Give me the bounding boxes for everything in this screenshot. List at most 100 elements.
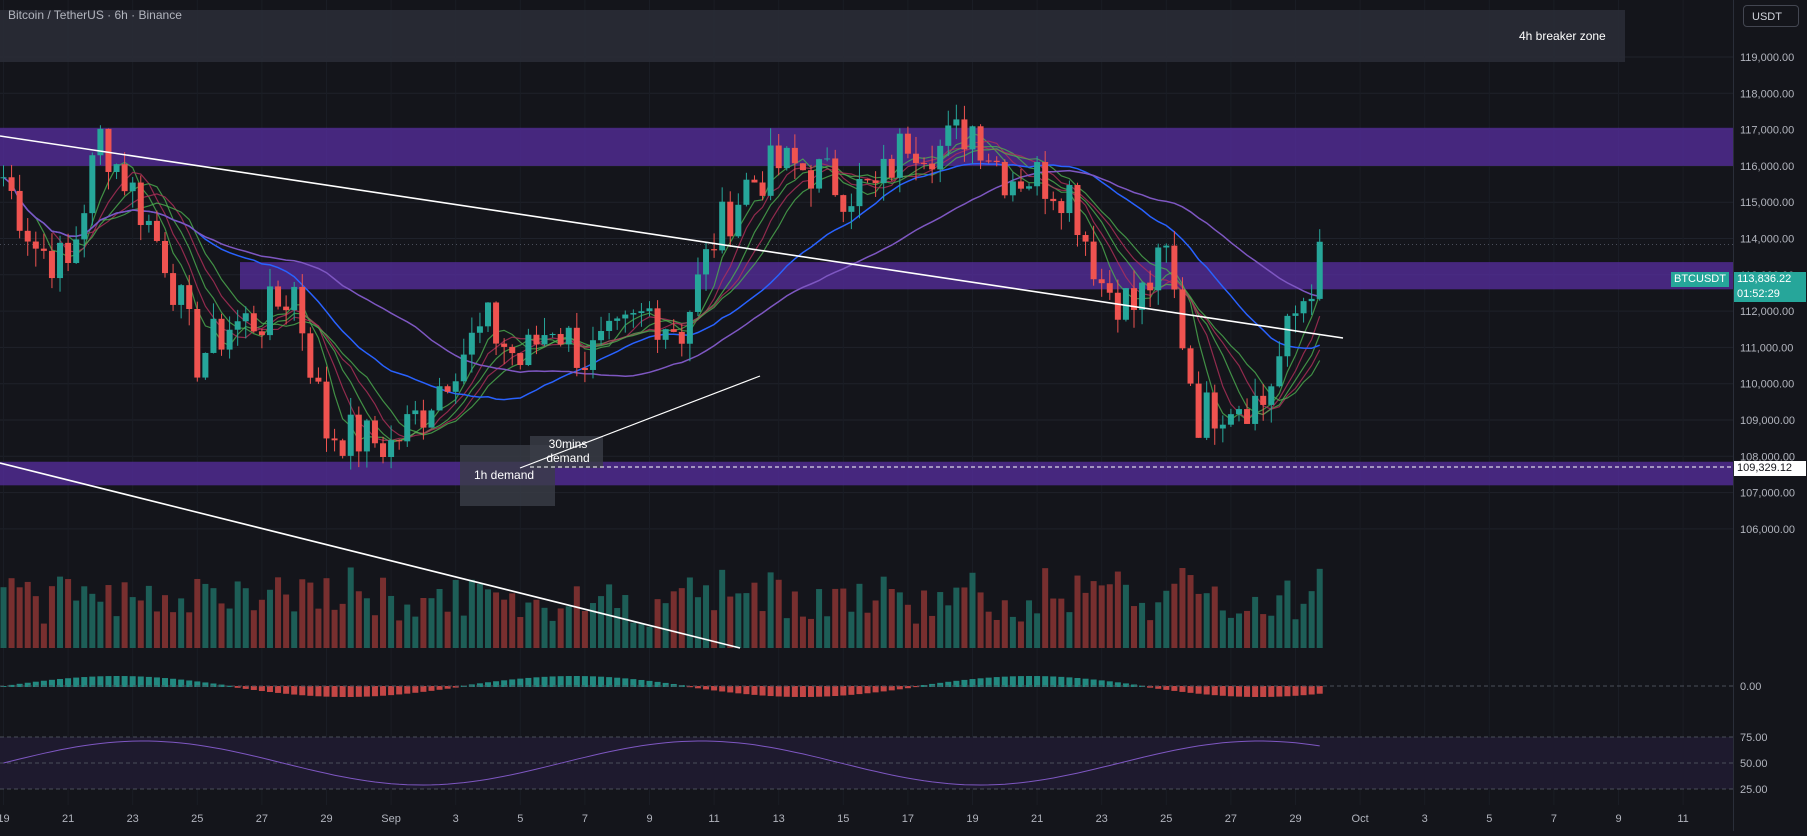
volume-bar (1268, 615, 1275, 648)
volume-bar (775, 579, 782, 648)
currency-selector[interactable]: USDT (1743, 5, 1799, 27)
candle-body (767, 145, 774, 196)
volume-bar (363, 598, 370, 648)
macd-bar (1219, 686, 1226, 696)
volume-bar (129, 597, 136, 648)
candle-body (299, 286, 306, 334)
macd-bar (1009, 676, 1016, 687)
macd-bar (622, 678, 629, 687)
ribbon-line (3, 145, 1321, 442)
time-axis: 19 21 23 25 27 29 Sep 3 5 7 9 11 13 15 17 19 21 23 25 27 29 O… (0, 813, 1689, 825)
macd-bar (880, 686, 887, 692)
candle-body (565, 327, 572, 345)
price-tick-label: 118,000.00 (1740, 88, 1794, 100)
candle-body (816, 159, 823, 189)
macd-bar (1058, 676, 1065, 687)
time-tick-label: 11 (708, 813, 719, 825)
volume-bar (622, 595, 629, 648)
volume-bar (1292, 619, 1299, 648)
macd-bar (65, 678, 72, 687)
macd-bar (1163, 686, 1170, 690)
trendline-upper (0, 135, 1344, 339)
macd-bar (783, 686, 790, 697)
volume-bar (1122, 584, 1129, 648)
macd-bar (662, 682, 669, 687)
candle-body (178, 285, 185, 305)
rsi-tick-label: 50.00 (1740, 758, 1768, 770)
macd-bar (1260, 686, 1267, 697)
candle-body (1017, 181, 1024, 189)
volume-bar (218, 603, 225, 648)
macd-bar (129, 676, 136, 687)
volume-bar (57, 576, 64, 648)
volume-bar (824, 616, 831, 648)
macd-bar (32, 681, 39, 687)
candle-body (678, 331, 685, 344)
volume-bar (541, 607, 548, 648)
candle-body (186, 285, 193, 310)
candle-body (1252, 395, 1259, 424)
candle-body (1042, 162, 1049, 199)
price-axis[interactable]: 119,000.00 118,000.00 117,000.00 116,000.00… (1733, 0, 1807, 831)
candle-body (848, 206, 855, 212)
candle-body (1260, 395, 1267, 405)
macd-bar (824, 686, 831, 697)
macd-bar (1026, 676, 1033, 687)
macd-bar (856, 686, 863, 695)
candle-body (145, 220, 152, 226)
macd-bar (799, 686, 806, 697)
candle-body (581, 367, 588, 370)
volume-bar (1082, 592, 1089, 648)
volume-bar (234, 581, 241, 648)
macd-bar (8, 684, 15, 687)
volume-bar (670, 591, 677, 648)
candle-body (638, 311, 645, 314)
time-tick-label: 7 (582, 813, 588, 825)
macd-bar (218, 684, 225, 687)
volume-bar (226, 608, 233, 648)
time-tick-label: 23 (1096, 813, 1108, 825)
macd-bar (573, 676, 580, 687)
volume-bar (1171, 583, 1178, 648)
macd-bar (283, 686, 290, 694)
macd-bar (541, 676, 548, 687)
volume-bar (1139, 602, 1146, 648)
volume-bar (1001, 600, 1008, 648)
volume-bar (606, 584, 613, 648)
macd-bar (323, 686, 330, 697)
macd-bar (1034, 676, 1041, 687)
macd-bar (606, 677, 613, 687)
rsi-tick-label: 75.00 (1740, 732, 1768, 744)
macd-bar (1308, 686, 1315, 695)
volume-bar (436, 588, 443, 648)
price-tick-label: 119,000.00 (1740, 52, 1794, 64)
volume-bar (291, 611, 298, 648)
volume-bar (1179, 568, 1186, 648)
candle-body (65, 242, 72, 263)
macd-bar (307, 686, 314, 696)
macd-bar (485, 682, 491, 687)
candle-body (703, 249, 710, 275)
supply-zone-upper (0, 127, 1733, 166)
candle-body (646, 308, 653, 312)
macd-bar (953, 680, 960, 687)
macd-bar (1316, 686, 1323, 694)
volume-bar (549, 620, 556, 648)
volume-bar (404, 604, 411, 648)
price-tick-label: 109,000.00 (1740, 415, 1795, 427)
candle-body (614, 318, 621, 321)
volume-bar (1276, 595, 1283, 648)
candle-body (1300, 301, 1307, 314)
candle-body (363, 420, 370, 452)
candle-body (339, 440, 346, 456)
macd-bar (493, 681, 500, 687)
volume-bar (937, 592, 944, 648)
candle-body (533, 334, 540, 345)
candle-body (347, 414, 354, 456)
candle-body (266, 286, 273, 336)
macd-bar (81, 677, 88, 687)
volume-bar (678, 588, 685, 648)
volume-bar (945, 605, 952, 648)
candle-body (202, 352, 209, 378)
